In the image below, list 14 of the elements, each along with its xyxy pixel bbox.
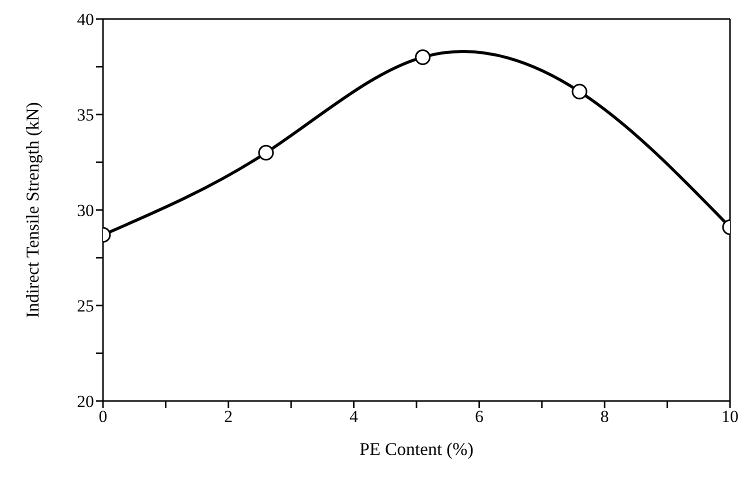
y-tick-label: 35 bbox=[77, 106, 94, 125]
x-tick-label: 10 bbox=[722, 407, 738, 426]
x-axis-title: PE Content (%) bbox=[360, 439, 474, 459]
x-tick-label: 4 bbox=[350, 407, 359, 426]
y-tick-label: 20 bbox=[77, 392, 94, 412]
y-tick-label: 25 bbox=[77, 296, 94, 316]
y-axis-title: Indirect Tensile Strength (kN) bbox=[22, 102, 42, 318]
x-tick-label: 0 bbox=[98, 407, 108, 426]
x-tick-label: 2 bbox=[224, 407, 233, 426]
x-tick-label: 8 bbox=[600, 407, 609, 426]
x-tick-label: 6 bbox=[474, 407, 484, 426]
y-tick-label: 40 bbox=[77, 10, 94, 30]
y-tick-label: 30 bbox=[77, 201, 94, 220]
point bbox=[414, 49, 431, 65]
